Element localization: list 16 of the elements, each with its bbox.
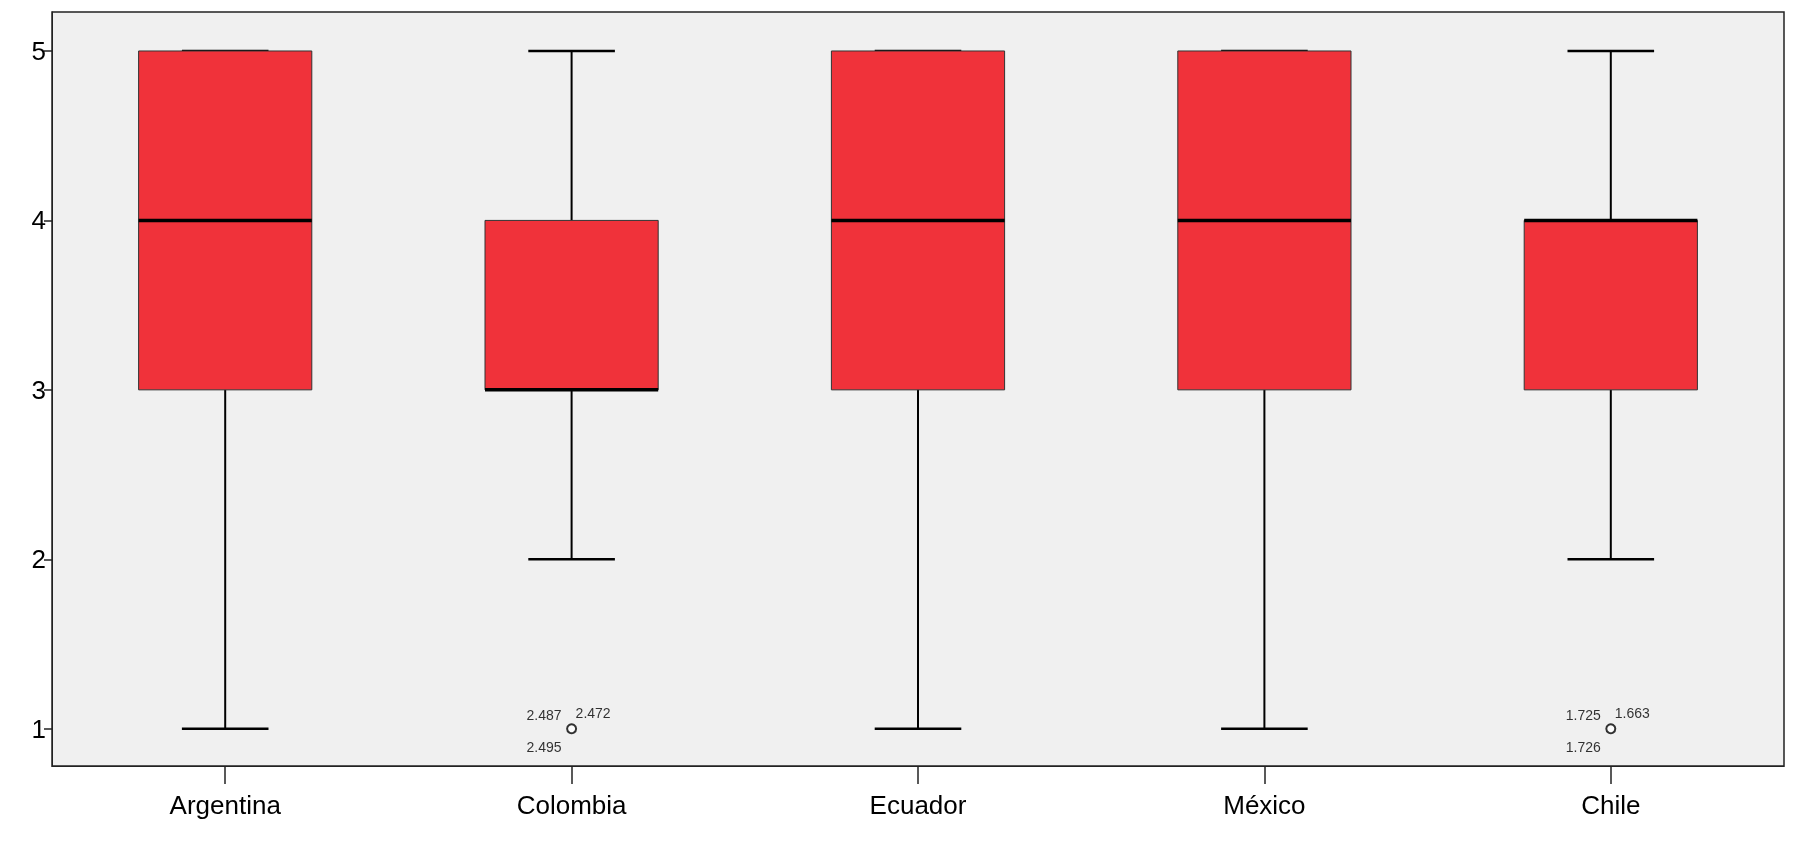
annotation: 2.495 — [526, 738, 562, 755]
y-tick-label: 5 — [31, 35, 46, 66]
x-tick-label: México — [1223, 790, 1306, 820]
x-tick-label: Ecuador — [869, 790, 967, 820]
x-tick-label: Chile — [1581, 790, 1641, 820]
y-tick-label: 2 — [31, 544, 46, 575]
annotation: 1.726 — [1565, 738, 1601, 755]
annotation: 2.487 — [526, 706, 562, 723]
x-tick-label: Argentina — [169, 790, 282, 820]
x-tick-label: Colombia — [516, 790, 628, 820]
y-tick-label: 3 — [31, 374, 46, 405]
annotation: 2.472 — [575, 704, 611, 721]
annotation: 1.725 — [1565, 706, 1601, 723]
y-tick-label: 4 — [31, 205, 46, 236]
annotation: 1.663 — [1614, 704, 1651, 721]
y-tick-label: 1 — [31, 713, 46, 744]
